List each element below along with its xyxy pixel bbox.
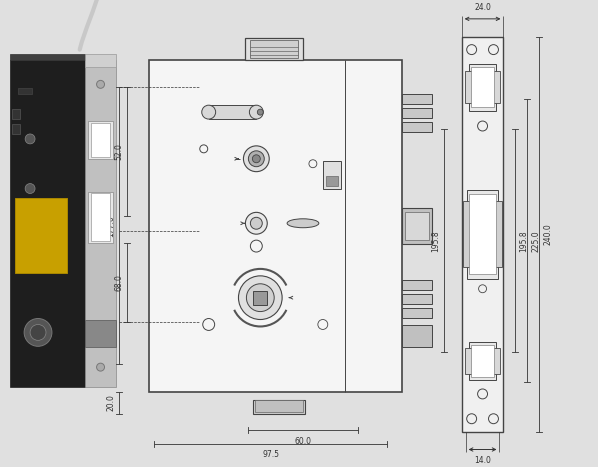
Bar bbox=[85, 54, 117, 67]
Bar bbox=[402, 94, 432, 104]
Bar bbox=[12, 124, 20, 134]
Bar bbox=[402, 325, 432, 347]
Text: 52.0: 52.0 bbox=[114, 143, 123, 160]
Text: 97.5: 97.5 bbox=[262, 451, 279, 460]
Text: 177.0: 177.0 bbox=[106, 215, 115, 237]
Bar bbox=[85, 319, 117, 347]
Text: 14.0: 14.0 bbox=[474, 456, 491, 466]
Circle shape bbox=[243, 146, 269, 172]
Bar bbox=[402, 294, 432, 304]
Circle shape bbox=[257, 109, 263, 115]
Bar bbox=[471, 67, 495, 107]
Circle shape bbox=[96, 363, 105, 371]
Bar bbox=[10, 59, 117, 387]
Bar bbox=[462, 37, 504, 432]
Bar bbox=[463, 201, 471, 267]
Bar bbox=[495, 201, 502, 267]
Circle shape bbox=[25, 134, 35, 144]
Bar bbox=[149, 59, 402, 392]
Bar bbox=[254, 400, 305, 414]
Bar bbox=[402, 280, 432, 290]
Text: 195.8: 195.8 bbox=[519, 230, 528, 252]
Circle shape bbox=[245, 212, 267, 234]
Circle shape bbox=[248, 151, 264, 167]
Bar bbox=[402, 122, 432, 132]
Bar bbox=[88, 191, 114, 243]
Bar bbox=[402, 208, 432, 244]
Circle shape bbox=[249, 105, 263, 119]
Bar bbox=[10, 54, 85, 59]
Text: 20.0: 20.0 bbox=[106, 395, 115, 411]
Bar bbox=[255, 400, 303, 412]
Circle shape bbox=[25, 184, 35, 193]
Bar bbox=[405, 212, 429, 240]
Bar bbox=[91, 193, 111, 241]
Text: 68.0: 68.0 bbox=[114, 274, 123, 291]
Bar bbox=[465, 71, 472, 103]
Bar bbox=[469, 64, 496, 111]
Bar bbox=[88, 121, 114, 159]
Ellipse shape bbox=[287, 219, 319, 228]
Circle shape bbox=[251, 217, 263, 229]
Bar bbox=[245, 38, 303, 59]
Text: 225.0: 225.0 bbox=[531, 230, 540, 252]
Bar bbox=[469, 342, 496, 380]
Text: 60.0: 60.0 bbox=[294, 437, 312, 446]
Bar bbox=[254, 291, 267, 304]
Bar bbox=[469, 194, 496, 274]
Text: 195.8: 195.8 bbox=[431, 230, 440, 252]
Text: 240.0: 240.0 bbox=[543, 223, 552, 245]
Bar bbox=[465, 348, 472, 374]
Bar bbox=[402, 108, 432, 118]
Circle shape bbox=[239, 276, 282, 319]
Bar bbox=[12, 109, 20, 119]
Bar bbox=[91, 123, 111, 157]
Bar bbox=[402, 308, 432, 318]
Circle shape bbox=[24, 318, 52, 347]
Circle shape bbox=[202, 105, 216, 119]
Bar bbox=[85, 59, 117, 387]
Text: 24.0: 24.0 bbox=[474, 3, 491, 12]
Bar bbox=[209, 105, 257, 119]
Bar bbox=[323, 161, 341, 189]
Bar bbox=[466, 190, 499, 279]
Circle shape bbox=[252, 155, 260, 163]
Circle shape bbox=[246, 284, 274, 311]
Bar bbox=[15, 198, 67, 273]
Bar bbox=[326, 176, 338, 185]
Bar bbox=[251, 40, 298, 57]
Circle shape bbox=[96, 80, 105, 88]
Bar bbox=[493, 348, 501, 374]
Bar bbox=[471, 345, 495, 377]
Bar bbox=[18, 88, 32, 94]
Circle shape bbox=[30, 325, 46, 340]
Bar bbox=[10, 59, 85, 387]
Bar bbox=[493, 71, 501, 103]
